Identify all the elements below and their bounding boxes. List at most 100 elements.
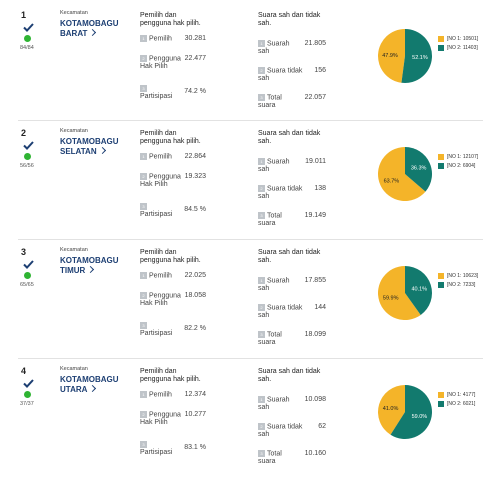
vote-pie-chart: 59.9% 40.1% (378, 266, 432, 320)
badge: 1 (140, 391, 147, 398)
kecamatan-label: Kecamatan (60, 128, 88, 134)
legend-swatch-no1 (438, 391, 444, 398)
suara-sah-label-line1: Suarah (267, 396, 290, 404)
kecamatan-name-line1: KOTAMOBAGU (60, 375, 119, 384)
legend-item-no1[interactable]: [NO 1: 10623] (438, 272, 478, 281)
suara-header: Suara sah dan tidak sah. (258, 12, 320, 28)
badge: 3 (140, 203, 147, 210)
kecamatan-link[interactable]: KOTAMOBAGU SELATAN (60, 137, 140, 157)
total-suara-label-line2: suara (258, 458, 276, 466)
partisipasi-value: 83.1 % (184, 444, 206, 451)
pie-slice-no2 (405, 147, 432, 192)
badge: 2 (258, 185, 265, 192)
kecamatan-label: Kecamatan (60, 247, 88, 253)
suara-tidak-sah-value: 144 (314, 304, 326, 311)
total-suara-label-line1: Total (267, 450, 282, 458)
badge: 2 (140, 173, 147, 180)
badge: 1 (140, 153, 147, 160)
suara-header-line2: sah. (258, 257, 272, 264)
legend-item-no2[interactable]: [NO 2: 6021] (438, 400, 475, 409)
legend-label-no2: [NO 2: 11403] (447, 45, 478, 51)
row-divider (18, 239, 483, 240)
suara-tidak-sah-label-line2: sah (258, 193, 270, 201)
badge: 1 (140, 35, 147, 42)
total-suara-stat: 3 Total suara (258, 331, 282, 347)
pemilih-stat: 1 Pemilih (140, 35, 172, 43)
suara-sah-value: 17.855 (304, 277, 326, 284)
district-row: 2 56/56 Kecamatan KOTAMOBAGU SELATAN Pem… (0, 128, 499, 246)
check-icon (23, 23, 34, 32)
suara-sah-label-line2: sah (258, 285, 270, 293)
partisipasi-value: 84.5 % (184, 206, 206, 213)
pie-label-no1: 41.0% (383, 406, 399, 412)
pemilih-value: 22.025 (184, 272, 206, 279)
pie-label-no1: 63.7% (384, 178, 400, 184)
legend-item-no1[interactable]: [NO 1: 12107] (438, 153, 478, 162)
total-suara-stat: 3 Total suara (258, 212, 282, 228)
badge: 3 (140, 441, 147, 448)
suara-tidak-sah-label-line2: sah (258, 312, 270, 320)
vote-pie-chart: 47.9% 52.1% (378, 29, 432, 83)
pie-legend: [NO 1: 4177] [NO 2: 6021] (438, 391, 475, 409)
legend-label-no2: [NO 2: 7233] (447, 282, 476, 288)
total-suara-label-line2: suara (258, 339, 276, 347)
suara-tidak-sah-label-line1: Suara tidak (267, 304, 303, 312)
legend-item-no2[interactable]: [NO 2: 6904] (438, 162, 478, 171)
legend-label-no2: [NO 2: 6904] (447, 163, 476, 169)
pie-label-no1: 47.9% (382, 53, 398, 59)
badge: 3 (258, 331, 265, 338)
total-suara-value: 19.149 (304, 212, 326, 219)
kecamatan-link[interactable]: KOTAMOBAGU TIMUR (60, 256, 140, 276)
suara-header: Suara sah dan tidak sah. (258, 368, 320, 384)
badge: 3 (258, 450, 265, 457)
suara-header: Suara sah dan tidak sah. (258, 130, 320, 146)
status-dot-icon (24, 391, 31, 398)
check-icon (23, 260, 34, 269)
suara-sah-label-line2: sah (258, 404, 270, 412)
legend-item-no1[interactable]: [NO 1: 4177] (438, 391, 475, 400)
legend-item-no1[interactable]: [NO 1: 10501] (438, 35, 478, 44)
status-dot-icon (24, 35, 31, 42)
suara-tidak-sah-label-line2: sah (258, 75, 270, 83)
pengguna-stat: 2 Pengguna Hak Pilih (140, 55, 181, 71)
check-icon (23, 141, 34, 150)
district-row: 4 37/37 Kecamatan KOTAMOBAGU UTARA Pemil… (0, 366, 499, 484)
kecamatan-name-line2: TIMUR (60, 266, 86, 275)
total-suara-label-line1: Total (267, 212, 282, 220)
row-number: 4 (21, 366, 27, 376)
badge: 2 (140, 411, 147, 418)
badge: 3 (258, 94, 265, 101)
legend-swatch-no1 (438, 35, 444, 42)
kecamatan-link[interactable]: KOTAMOBAGU BARAT (60, 19, 140, 39)
pengguna-value: 18.058 (184, 292, 206, 299)
suara-header-line2: sah. (258, 376, 272, 383)
legend-label-no2: [NO 2: 6021] (447, 401, 476, 407)
suara-tidak-sah-stat: 2 Suara tidak sah (258, 67, 302, 83)
pengguna-label-line2: Hak Pilih (140, 63, 168, 71)
total-suara-stat: 3 Total suara (258, 450, 282, 466)
pie-slice-no2 (401, 29, 432, 83)
kecamatan-name-line1: KOTAMOBAGU (60, 19, 119, 28)
pemilih-stat: 1 Pemilih (140, 272, 172, 280)
pie-legend: [NO 1: 12107] [NO 2: 6904] (438, 153, 478, 171)
pie-slice-no1 (378, 29, 405, 83)
tps-count: 65/65 (20, 282, 34, 288)
suara-header-line1: Suara sah dan tidak (258, 12, 321, 19)
pemilih-header-line2: pengguna hak pilih. (140, 138, 201, 145)
suara-tidak-sah-value: 62 (318, 423, 326, 430)
pemilih-header: Pemilih dan pengguna hak pilih. (140, 249, 201, 265)
row-number: 1 (21, 10, 27, 20)
row-divider (18, 358, 483, 359)
partisipasi-value: 82.2 % (184, 325, 206, 332)
total-suara-label-line1: Total (267, 331, 282, 339)
badge: 3 (140, 322, 147, 329)
badge: 3 (258, 212, 265, 219)
legend-item-no2[interactable]: [NO 2: 11403] (438, 44, 478, 53)
chevron-right-icon (89, 384, 97, 393)
kecamatan-link[interactable]: KOTAMOBAGU UTARA (60, 375, 140, 395)
suara-header-line1: Suara sah dan tidak (258, 130, 321, 137)
pemilih-label: Pemilih (149, 391, 172, 399)
pie-legend: [NO 1: 10623] [NO 2: 7233] (438, 272, 478, 290)
pemilih-value: 30.281 (184, 35, 206, 42)
legend-item-no2[interactable]: [NO 2: 7233] (438, 281, 478, 290)
